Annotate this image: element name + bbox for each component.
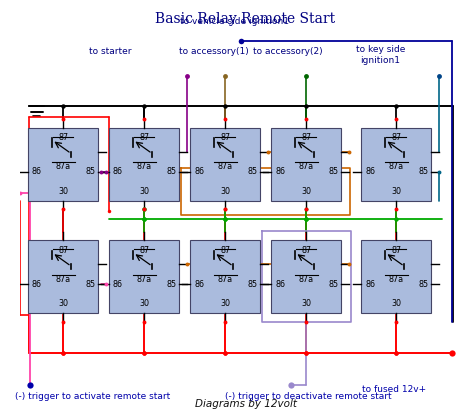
Text: 87a: 87a bbox=[56, 275, 71, 284]
Text: 85: 85 bbox=[167, 167, 177, 176]
Text: 30: 30 bbox=[139, 186, 149, 196]
Text: 87: 87 bbox=[58, 133, 68, 142]
Text: 86: 86 bbox=[365, 280, 375, 289]
Text: 85: 85 bbox=[167, 280, 177, 289]
Text: 86: 86 bbox=[194, 167, 204, 176]
Text: 87: 87 bbox=[58, 246, 68, 255]
Text: 85: 85 bbox=[329, 280, 339, 289]
Text: 86: 86 bbox=[113, 167, 123, 176]
Text: 30: 30 bbox=[391, 299, 401, 308]
Text: Diagrams by 12volt: Diagrams by 12volt bbox=[194, 399, 296, 409]
Text: to key side
ignition1: to key side ignition1 bbox=[356, 45, 405, 65]
Text: 85: 85 bbox=[248, 280, 258, 289]
Text: 87a: 87a bbox=[299, 162, 314, 171]
Text: 86: 86 bbox=[32, 280, 42, 289]
Text: 30: 30 bbox=[58, 299, 68, 308]
Text: 30: 30 bbox=[220, 186, 230, 196]
Text: to vehicle side ignition1: to vehicle side ignition1 bbox=[180, 17, 289, 26]
Text: to accessory(2): to accessory(2) bbox=[253, 47, 323, 55]
Bar bbox=[362, 128, 431, 201]
Text: 87a: 87a bbox=[137, 162, 152, 171]
Text: 30: 30 bbox=[301, 299, 312, 308]
Text: 85: 85 bbox=[86, 167, 96, 176]
Text: 30: 30 bbox=[58, 186, 68, 196]
Text: 87a: 87a bbox=[56, 162, 71, 171]
Text: 86: 86 bbox=[194, 280, 204, 289]
Text: Basic Relay Remote Start: Basic Relay Remote Start bbox=[155, 12, 336, 26]
Text: 87: 87 bbox=[220, 133, 230, 142]
Text: 87a: 87a bbox=[299, 275, 314, 284]
Text: 30: 30 bbox=[301, 186, 312, 196]
Text: 85: 85 bbox=[419, 167, 429, 176]
Bar bbox=[362, 240, 431, 313]
Text: 85: 85 bbox=[419, 280, 429, 289]
Text: 87a: 87a bbox=[218, 275, 233, 284]
Text: (-) trigger to deactivate remote start: (-) trigger to deactivate remote start bbox=[225, 392, 392, 401]
Text: 87: 87 bbox=[301, 133, 312, 142]
Text: 86: 86 bbox=[275, 280, 285, 289]
Text: 87: 87 bbox=[391, 133, 401, 142]
Text: 87a: 87a bbox=[389, 162, 404, 171]
Text: 30: 30 bbox=[391, 186, 401, 196]
Text: 86: 86 bbox=[275, 167, 285, 176]
Text: 87: 87 bbox=[391, 246, 401, 255]
Text: 30: 30 bbox=[220, 299, 230, 308]
Text: to fused 12v+: to fused 12v+ bbox=[362, 385, 426, 394]
Text: 85: 85 bbox=[86, 280, 96, 289]
Text: 87: 87 bbox=[139, 133, 149, 142]
Text: 85: 85 bbox=[248, 167, 258, 176]
Text: 86: 86 bbox=[32, 167, 42, 176]
Text: 87a: 87a bbox=[218, 162, 233, 171]
Bar bbox=[28, 128, 98, 201]
Text: 87a: 87a bbox=[137, 275, 152, 284]
Text: 85: 85 bbox=[329, 167, 339, 176]
Text: 86: 86 bbox=[365, 167, 375, 176]
Text: to accessory(1): to accessory(1) bbox=[179, 47, 249, 55]
Text: 87: 87 bbox=[220, 246, 230, 255]
Text: 30: 30 bbox=[139, 299, 149, 308]
Bar bbox=[271, 240, 341, 313]
Text: 86: 86 bbox=[113, 280, 123, 289]
Text: to starter: to starter bbox=[89, 47, 132, 55]
Bar bbox=[110, 128, 179, 201]
Text: 87a: 87a bbox=[389, 275, 404, 284]
Bar bbox=[110, 240, 179, 313]
Text: 87: 87 bbox=[301, 246, 312, 255]
Text: 87: 87 bbox=[139, 246, 149, 255]
Text: (-) trigger to activate remote start: (-) trigger to activate remote start bbox=[15, 392, 170, 401]
Bar bbox=[190, 128, 260, 201]
Bar bbox=[190, 240, 260, 313]
Bar bbox=[271, 128, 341, 201]
Bar bbox=[28, 240, 98, 313]
